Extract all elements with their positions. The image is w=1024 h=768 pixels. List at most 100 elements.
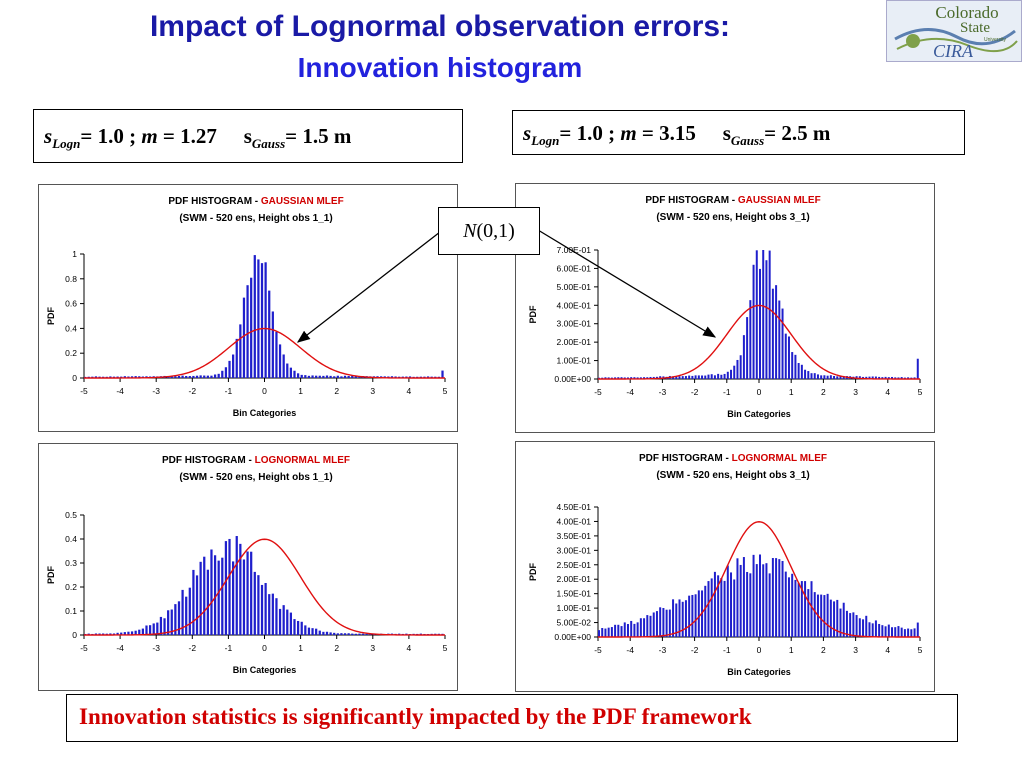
histogram-bar bbox=[704, 375, 707, 379]
histogram-bar bbox=[762, 564, 765, 637]
x-tick-label: 3 bbox=[853, 387, 858, 397]
histogram-bar bbox=[707, 581, 710, 637]
m-value: = 3.15 bbox=[641, 121, 696, 145]
x-tick-label: -5 bbox=[594, 645, 602, 655]
arrow-to-right-curve bbox=[537, 229, 717, 338]
y-tick-label: 2.50E-01 bbox=[557, 560, 592, 570]
histogram-bar bbox=[188, 376, 191, 378]
histogram-bar bbox=[130, 376, 134, 378]
histogram-bar bbox=[916, 358, 919, 379]
x-tick-label: 3 bbox=[370, 386, 375, 396]
slide-subtitle: Innovation histogram bbox=[297, 52, 583, 83]
histogram-bar bbox=[347, 375, 350, 378]
histogram-bar bbox=[768, 250, 771, 379]
histogram-bar bbox=[639, 618, 642, 637]
chart-svg: PDF HISTOGRAM - GAUSSIAN MLEF (SWM - 520 … bbox=[46, 196, 448, 418]
histogram-bar bbox=[643, 618, 646, 637]
histogram-bar bbox=[333, 376, 336, 378]
histogram-bar bbox=[874, 376, 877, 379]
chart-title: PDF HISTOGRAM - LOGNORMAL MLEF bbox=[162, 455, 350, 466]
x-tick-label: 5 bbox=[443, 643, 448, 653]
histogram-bar bbox=[192, 375, 195, 378]
histogram-bar bbox=[441, 370, 444, 378]
histogram-bar bbox=[784, 571, 787, 637]
histogram-bar bbox=[217, 560, 220, 635]
histogram-bar bbox=[839, 608, 842, 637]
histogram-bar bbox=[257, 259, 260, 378]
histogram-bar bbox=[633, 377, 636, 379]
histogram-bar bbox=[726, 371, 729, 379]
histogram-bar bbox=[717, 575, 720, 637]
histogram-bar bbox=[771, 288, 774, 379]
histogram-bar bbox=[884, 626, 887, 637]
x-axis-label: Bin Categories bbox=[233, 665, 297, 675]
histogram-bar bbox=[916, 622, 919, 637]
histogram-bar bbox=[620, 377, 623, 379]
histogram-bar bbox=[307, 627, 311, 635]
y-tick-label: 2.00E-01 bbox=[557, 337, 592, 347]
histogram-bar bbox=[874, 620, 877, 637]
x-tick-label: -1 bbox=[723, 645, 731, 655]
x-tick-label: -3 bbox=[152, 643, 160, 653]
histogram-bar bbox=[358, 376, 361, 378]
histogram-bar bbox=[713, 375, 716, 379]
chart-gaussian-obs3: PDF HISTOGRAM - GAUSSIAN MLEF (SWM - 520 … bbox=[515, 183, 935, 433]
y-axis-label: PDF bbox=[528, 305, 538, 324]
chart-title-method: GAUSSIAN MLEF bbox=[261, 196, 344, 207]
histogram-bar bbox=[242, 297, 246, 378]
histogram-bar bbox=[598, 630, 600, 637]
histogram-bar bbox=[325, 375, 329, 378]
histogram-bar bbox=[224, 541, 228, 635]
histogram-bar bbox=[325, 631, 329, 635]
x-tick-label: -2 bbox=[691, 387, 699, 397]
histogram-bar bbox=[351, 375, 354, 378]
y-axis-label: PDF bbox=[528, 562, 538, 581]
histogram-bar bbox=[723, 373, 726, 379]
x-axis-label: Bin Categories bbox=[233, 408, 297, 418]
histogram-bar bbox=[282, 605, 285, 635]
histogram-bar bbox=[697, 375, 700, 379]
histogram-bar bbox=[662, 608, 665, 637]
histogram-bar bbox=[134, 376, 137, 378]
histogram-bar bbox=[329, 375, 332, 378]
x-tick-label: -2 bbox=[691, 645, 699, 655]
m-value: = 1.27 bbox=[162, 124, 217, 148]
histogram-bar bbox=[94, 633, 98, 635]
x-tick-label: 1 bbox=[789, 645, 794, 655]
histogram-bar bbox=[797, 363, 800, 379]
histogram-bar bbox=[102, 633, 105, 635]
histogram-bar bbox=[681, 376, 684, 379]
histogram-bar bbox=[704, 585, 707, 637]
histogram-bar bbox=[315, 628, 318, 635]
histogram-bar bbox=[636, 377, 639, 379]
chart-gaussian-obs1: PDF HISTOGRAM - GAUSSIAN MLEF (SWM - 520 … bbox=[38, 184, 458, 432]
histogram-bar bbox=[694, 375, 697, 379]
histogram-bar bbox=[354, 633, 357, 635]
histogram-bar bbox=[213, 374, 217, 378]
histogram-bar bbox=[813, 592, 816, 637]
y-axis-label: PDF bbox=[46, 565, 56, 584]
histogram-bar bbox=[112, 633, 116, 635]
histogram-bar bbox=[894, 627, 897, 637]
histogram-bar bbox=[701, 375, 704, 379]
histogram-bar bbox=[127, 631, 130, 635]
x-tick-label: -3 bbox=[659, 645, 667, 655]
histogram-bar bbox=[286, 363, 289, 378]
histogram-bar bbox=[94, 376, 98, 378]
histogram-bar bbox=[315, 375, 318, 378]
histogram-bar bbox=[723, 580, 726, 637]
logo-text-1: Colorado bbox=[935, 3, 998, 22]
histogram-bar bbox=[742, 557, 745, 637]
x-tick-label: 2 bbox=[821, 387, 826, 397]
histogram-bar bbox=[652, 612, 655, 637]
histogram-bar bbox=[784, 333, 787, 379]
histogram-bar bbox=[257, 575, 260, 635]
histogram-bar bbox=[340, 376, 343, 378]
histogram-bar bbox=[759, 554, 761, 637]
histogram-bar bbox=[752, 554, 755, 637]
histogram-bar bbox=[910, 629, 913, 637]
y-tick-label: 0.4 bbox=[65, 534, 77, 544]
histogram-bar bbox=[868, 622, 871, 637]
histogram-bar bbox=[268, 290, 271, 378]
